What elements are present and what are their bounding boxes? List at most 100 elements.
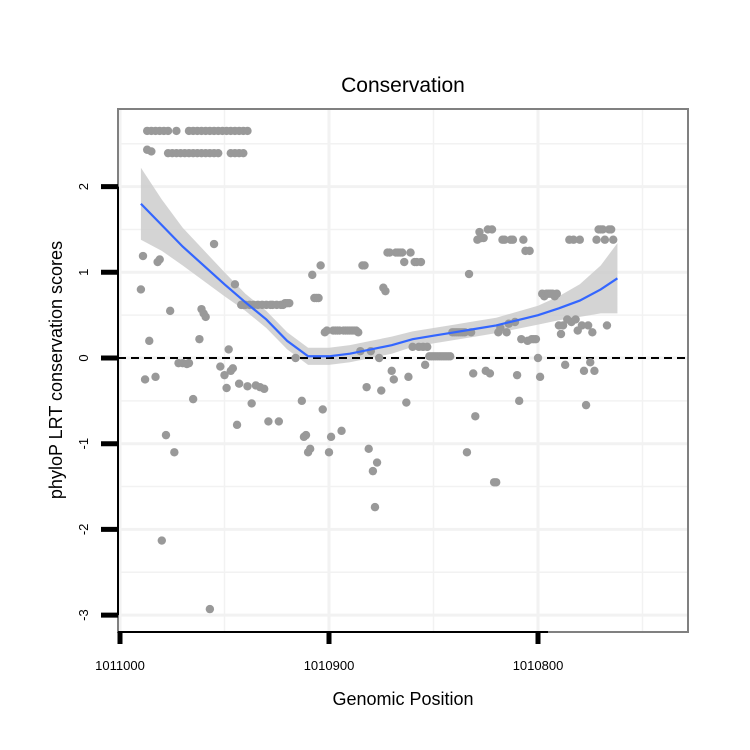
data-point <box>408 342 417 352</box>
data-point <box>552 289 562 298</box>
data-point <box>301 430 311 440</box>
data-point <box>151 372 160 382</box>
y-axis-label: phyloP LRT conservation scores <box>46 241 66 499</box>
data-point <box>243 382 252 391</box>
data-point <box>586 358 595 367</box>
data-point <box>216 362 225 371</box>
data-point <box>136 285 146 294</box>
data-point <box>364 444 373 454</box>
data-point <box>609 235 618 244</box>
data-point <box>374 353 384 363</box>
data-point <box>354 328 363 337</box>
smooth-line <box>140 202 619 358</box>
data-point <box>260 384 269 394</box>
data-point <box>155 255 164 264</box>
data-point <box>558 321 568 330</box>
data-point <box>519 235 528 244</box>
data-point <box>583 321 593 330</box>
smooth-line-path <box>140 202 619 358</box>
data-point <box>600 235 610 244</box>
data-point <box>569 235 578 244</box>
data-point <box>161 430 171 440</box>
data-point <box>416 257 426 267</box>
data-point <box>381 286 390 296</box>
data-point <box>308 270 317 280</box>
data-point <box>205 604 215 614</box>
data-point <box>575 235 584 244</box>
data-point <box>592 235 601 244</box>
data-point <box>232 420 242 430</box>
data-point <box>464 269 474 279</box>
data-point <box>145 336 154 346</box>
data-point <box>387 366 396 376</box>
y-tick-label: 2 <box>76 183 91 190</box>
data-point <box>581 400 591 410</box>
data-point <box>535 372 545 382</box>
data-point <box>577 321 587 330</box>
data-point <box>525 246 534 256</box>
data-point <box>404 372 413 382</box>
data-point <box>370 502 380 512</box>
data-point <box>362 382 371 392</box>
data-point <box>487 225 497 234</box>
data-point <box>397 248 407 257</box>
data-point <box>228 364 238 373</box>
data-point <box>184 358 194 368</box>
data-point <box>402 398 411 407</box>
y-axis: -3 -2 -1 0 1 2 <box>76 183 119 621</box>
data-point <box>209 239 219 249</box>
data-point <box>201 312 210 322</box>
data-point <box>446 352 455 361</box>
data-point <box>322 326 332 335</box>
data-point <box>372 458 382 467</box>
data-point <box>214 148 223 158</box>
data-point <box>385 248 394 257</box>
y-tick-label: -1 <box>76 438 91 450</box>
data-point <box>560 360 570 370</box>
data-point <box>571 315 580 324</box>
data-point <box>502 328 511 337</box>
data-point <box>222 383 231 393</box>
x-axis: 1011000 1010900 1010800 <box>95 631 563 673</box>
data-point <box>588 328 597 337</box>
chart-title: Conservation <box>341 74 465 97</box>
data-point <box>462 448 472 457</box>
data-point <box>406 248 415 257</box>
data-point <box>479 233 488 243</box>
data-point <box>556 329 566 339</box>
data-point <box>297 396 307 406</box>
data-point <box>500 235 509 244</box>
data-point <box>531 334 541 344</box>
data-point <box>360 261 369 270</box>
data-point <box>285 298 294 308</box>
y-tick-label: -3 <box>76 609 91 621</box>
data-point <box>247 399 256 408</box>
data-point <box>602 321 612 330</box>
data-point <box>533 353 543 363</box>
data-point <box>579 366 589 376</box>
data-point <box>389 375 398 384</box>
x-tick-label: 1011000 <box>95 658 145 673</box>
data-point <box>324 448 334 457</box>
data-point <box>598 225 607 234</box>
data-point <box>243 126 252 136</box>
data-point <box>172 126 181 136</box>
data-point <box>400 257 409 267</box>
data-point <box>423 342 432 352</box>
data-point <box>590 366 599 376</box>
data-point <box>234 379 244 388</box>
data-point <box>485 369 495 378</box>
data-point <box>195 334 204 344</box>
data-point <box>316 261 325 270</box>
data-point <box>138 251 148 261</box>
x-axis-label: Genomic Position <box>332 689 473 709</box>
data-point <box>314 293 323 303</box>
data-point <box>326 432 336 442</box>
data-point <box>220 370 229 380</box>
data-point <box>471 412 480 421</box>
data-point <box>165 306 175 316</box>
data-point <box>368 466 378 476</box>
data-point <box>508 235 518 244</box>
data-point <box>147 147 156 156</box>
data-point <box>512 370 522 380</box>
